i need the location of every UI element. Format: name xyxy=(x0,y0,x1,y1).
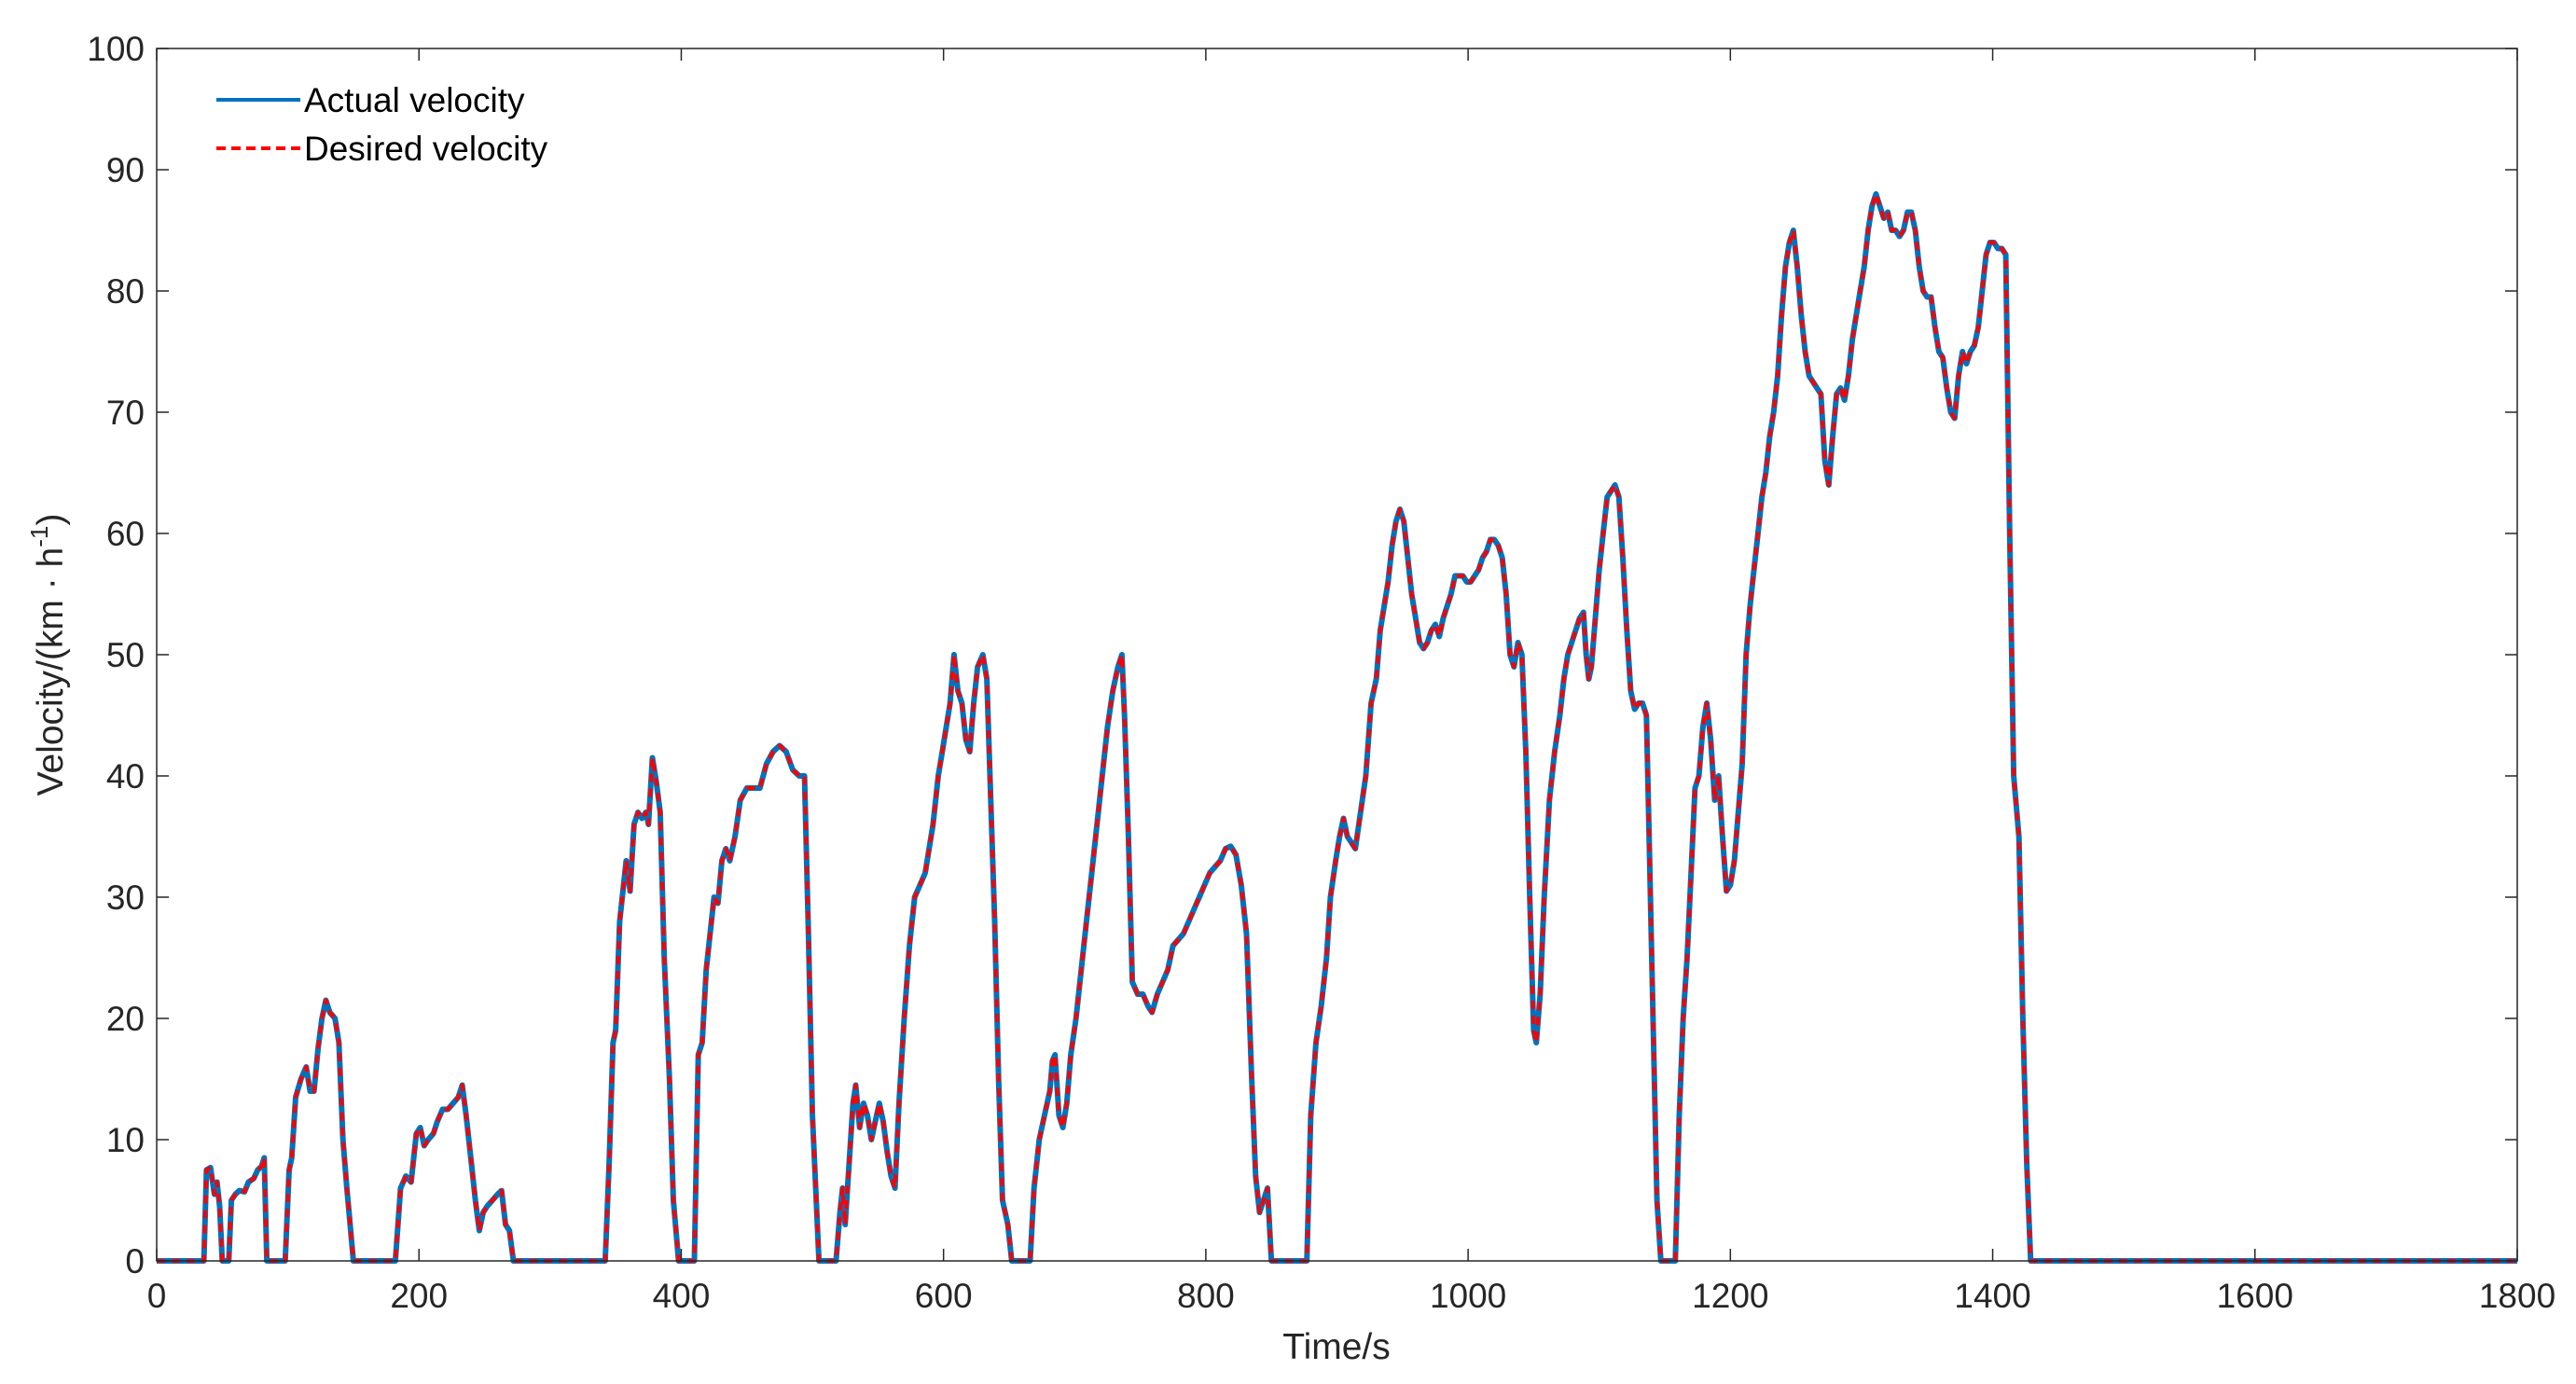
y-tick-label: 0 xyxy=(125,1242,145,1280)
y-axis-label-main: Velocity/(km · h xyxy=(31,547,71,796)
x-axis-label: Time/s xyxy=(1282,1327,1391,1367)
x-tick-label: 1800 xyxy=(2479,1277,2555,1315)
axis-ticks: 0 200 400 600 800 1000 1200 1400 1600 1800 0 10 20 30… xyxy=(87,30,2555,1315)
x-tick-label: 0 xyxy=(147,1277,167,1315)
y-axis-label-superscript: -1 xyxy=(25,526,53,547)
x-tick-label: 1200 xyxy=(1692,1277,1768,1315)
x-tick-label: 800 xyxy=(1177,1277,1235,1315)
legend: Actual velocity Desired velocity xyxy=(216,81,548,168)
legend-label-actual: Actual velocity xyxy=(304,81,525,119)
y-tick-label: 10 xyxy=(106,1121,145,1159)
y-tick-label: 80 xyxy=(106,272,145,311)
x-tick-label: 1400 xyxy=(1954,1277,2030,1315)
y-tick-label: 70 xyxy=(106,394,145,432)
y-tick-label: 90 xyxy=(106,151,145,189)
y-tick-label: 60 xyxy=(106,515,145,553)
series-desired-velocity xyxy=(157,192,2517,1263)
x-tick-label: 1000 xyxy=(1430,1277,1506,1315)
y-tick-label: 50 xyxy=(106,636,145,674)
plot-lines xyxy=(157,191,2517,1264)
y-axis-label-close: ) xyxy=(31,514,71,526)
y-tick-label: 100 xyxy=(87,30,145,68)
x-tick-label: 1600 xyxy=(2217,1277,2293,1315)
y-tick-label: 30 xyxy=(106,879,145,917)
x-tick-label: 600 xyxy=(915,1277,973,1315)
y-tick-label: 20 xyxy=(106,1000,145,1038)
legend-label-desired: Desired velocity xyxy=(304,130,548,168)
x-tick-label: 400 xyxy=(653,1277,711,1315)
x-tick-label: 200 xyxy=(390,1277,448,1315)
y-axis-label: Velocity/(km · h-1) xyxy=(25,514,71,796)
y-tick-label: 40 xyxy=(106,757,145,796)
